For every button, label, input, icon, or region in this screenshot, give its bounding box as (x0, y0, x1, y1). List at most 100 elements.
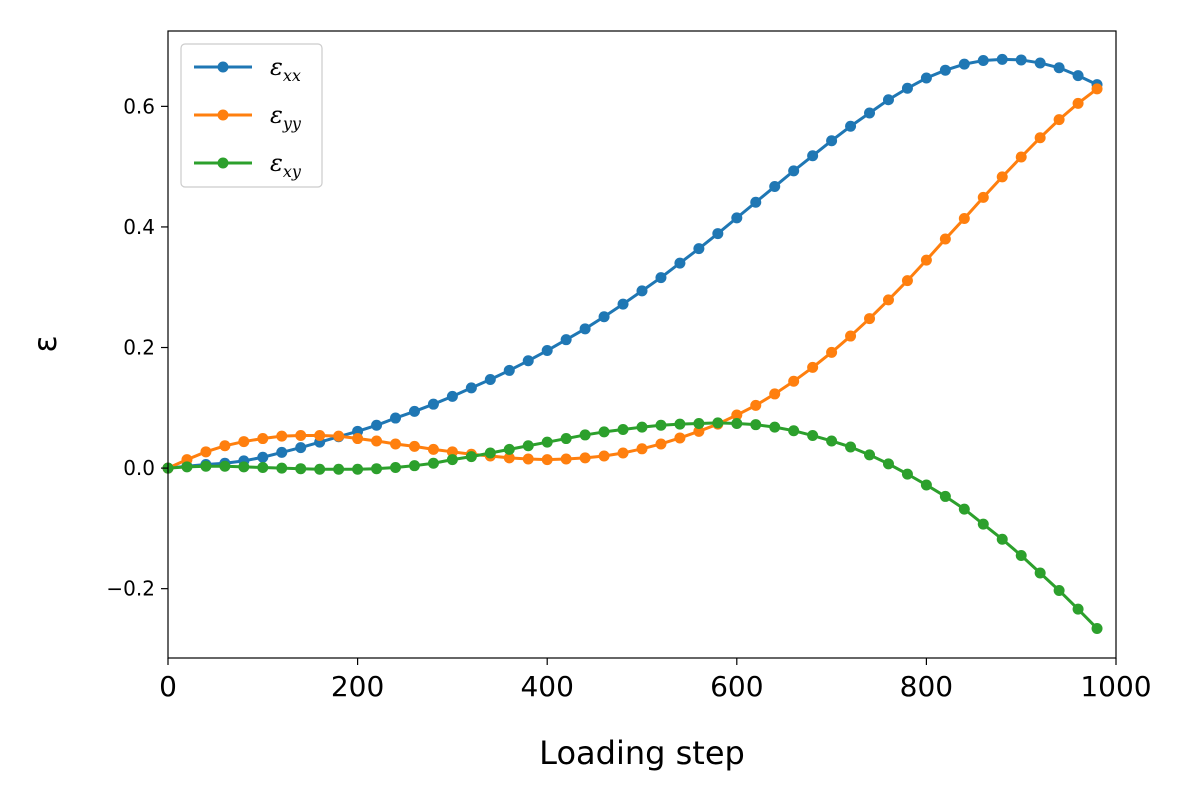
data-point-eps-xy (522, 440, 534, 452)
legend-label-eps-xx: εxx (270, 53, 301, 85)
data-point-eps-xy (200, 460, 212, 472)
data-point-eps-xy (977, 518, 989, 530)
data-point-eps-xx (731, 212, 743, 224)
data-point-eps-xy (939, 490, 951, 502)
x-tick-label: 400 (520, 670, 573, 703)
y-axis: −0.2 0.0 0.2 0.4 0.6 (106, 94, 168, 601)
data-point-eps-xy (1053, 584, 1065, 596)
data-point-eps-yy (693, 425, 705, 437)
data-point-eps-xx (901, 82, 913, 94)
data-point-eps-yy (788, 375, 800, 387)
data-point-eps-xy (807, 430, 819, 442)
data-point-eps-xy (238, 461, 250, 473)
data-point-eps-yy (731, 409, 743, 421)
legend-label-eps-yy: εyy (270, 101, 302, 133)
data-point-eps-xx (579, 323, 591, 335)
data-point-eps-yy (1053, 114, 1065, 126)
data-point-eps-yy (295, 430, 307, 442)
y-tick-label: −0.2 (106, 577, 155, 601)
data-point-eps-xx (750, 196, 762, 208)
data-point-eps-xx (807, 150, 819, 162)
data-point-eps-xx (655, 272, 667, 284)
data-point-eps-xx (560, 334, 572, 346)
data-point-eps-yy (864, 313, 876, 325)
data-point-eps-yy (845, 330, 857, 342)
data-point-eps-xy (636, 421, 648, 433)
data-point-eps-xy (1091, 622, 1103, 634)
data-point-eps-xx (257, 451, 269, 463)
series-layer (162, 53, 1103, 634)
data-point-eps-xx (977, 55, 989, 67)
data-point-eps-xy (731, 417, 743, 429)
data-point-eps-xx (295, 442, 307, 454)
data-point-eps-xy (181, 461, 193, 473)
data-point-eps-xx (484, 373, 496, 385)
legend-marker-eps-yy (217, 109, 229, 121)
plot-background (168, 31, 1116, 658)
data-point-eps-xy (598, 426, 610, 438)
data-point-eps-yy (503, 452, 515, 464)
y-tick-label: 0.4 (123, 215, 155, 239)
data-point-eps-xx (636, 285, 648, 297)
data-point-eps-yy (674, 432, 686, 444)
data-point-eps-xx (826, 135, 838, 147)
data-point-eps-xy (920, 479, 932, 491)
data-point-eps-yy (541, 454, 553, 466)
data-point-eps-xy (390, 461, 402, 473)
legend-marker-eps-xy (217, 157, 229, 169)
data-point-eps-xy (901, 468, 913, 480)
data-point-eps-yy (446, 446, 458, 458)
data-point-eps-yy (314, 430, 326, 442)
y-axis-label: ε (26, 335, 64, 352)
data-point-eps-xx (598, 311, 610, 323)
data-point-eps-xy (712, 417, 724, 429)
data-point-eps-xy (541, 436, 553, 448)
x-axis-label: Loading step (539, 734, 745, 772)
data-point-eps-yy (408, 440, 420, 452)
data-point-eps-xx (1053, 62, 1065, 74)
legend-entries: εxx εyy εxy (194, 53, 302, 181)
data-point-eps-xx (996, 53, 1008, 65)
data-point-eps-xy (371, 463, 383, 475)
data-point-eps-yy (617, 447, 629, 459)
plot-frame (167, 30, 1117, 659)
y-tick-label: 0.6 (123, 94, 155, 118)
x-tick-label: 0 (159, 670, 177, 703)
data-point-eps-yy (750, 399, 762, 411)
legend: εxx εyy εxy (180, 43, 323, 188)
data-point-eps-xy (295, 463, 307, 475)
data-point-eps-yy (200, 446, 212, 458)
data-point-eps-xx (1072, 70, 1084, 82)
data-point-eps-xy (845, 441, 857, 453)
data-point-eps-yy (958, 212, 970, 224)
data-point-eps-yy (598, 450, 610, 462)
data-point-eps-xy (427, 457, 439, 469)
data-point-eps-yy (522, 453, 534, 465)
data-point-eps-xy (788, 425, 800, 437)
data-point-eps-xx (882, 94, 894, 106)
x-tick-label: 800 (900, 670, 953, 703)
data-point-eps-yy (1015, 151, 1027, 163)
data-point-eps-xx (408, 405, 420, 417)
data-point-eps-xy (408, 460, 420, 472)
data-point-eps-xx (769, 181, 781, 193)
data-point-eps-xy (958, 503, 970, 515)
data-point-eps-yy (807, 361, 819, 373)
data-point-eps-yy (655, 438, 667, 450)
data-point-eps-yy (352, 433, 364, 445)
data-point-eps-xx (465, 382, 477, 394)
data-point-eps-yy (579, 452, 591, 464)
data-point-eps-yy (371, 435, 383, 447)
data-point-eps-xy (352, 463, 364, 475)
data-point-eps-yy (276, 430, 288, 442)
y-tick-label: 0.0 (123, 456, 155, 480)
data-point-eps-xx (1015, 54, 1027, 66)
data-point-eps-yy (826, 346, 838, 358)
data-point-eps-xx (617, 298, 629, 310)
data-point-eps-xx (845, 120, 857, 132)
data-point-eps-xx (920, 72, 932, 84)
data-point-eps-xy (864, 449, 876, 461)
data-point-eps-yy (257, 433, 269, 445)
data-point-eps-xy (1072, 603, 1084, 615)
